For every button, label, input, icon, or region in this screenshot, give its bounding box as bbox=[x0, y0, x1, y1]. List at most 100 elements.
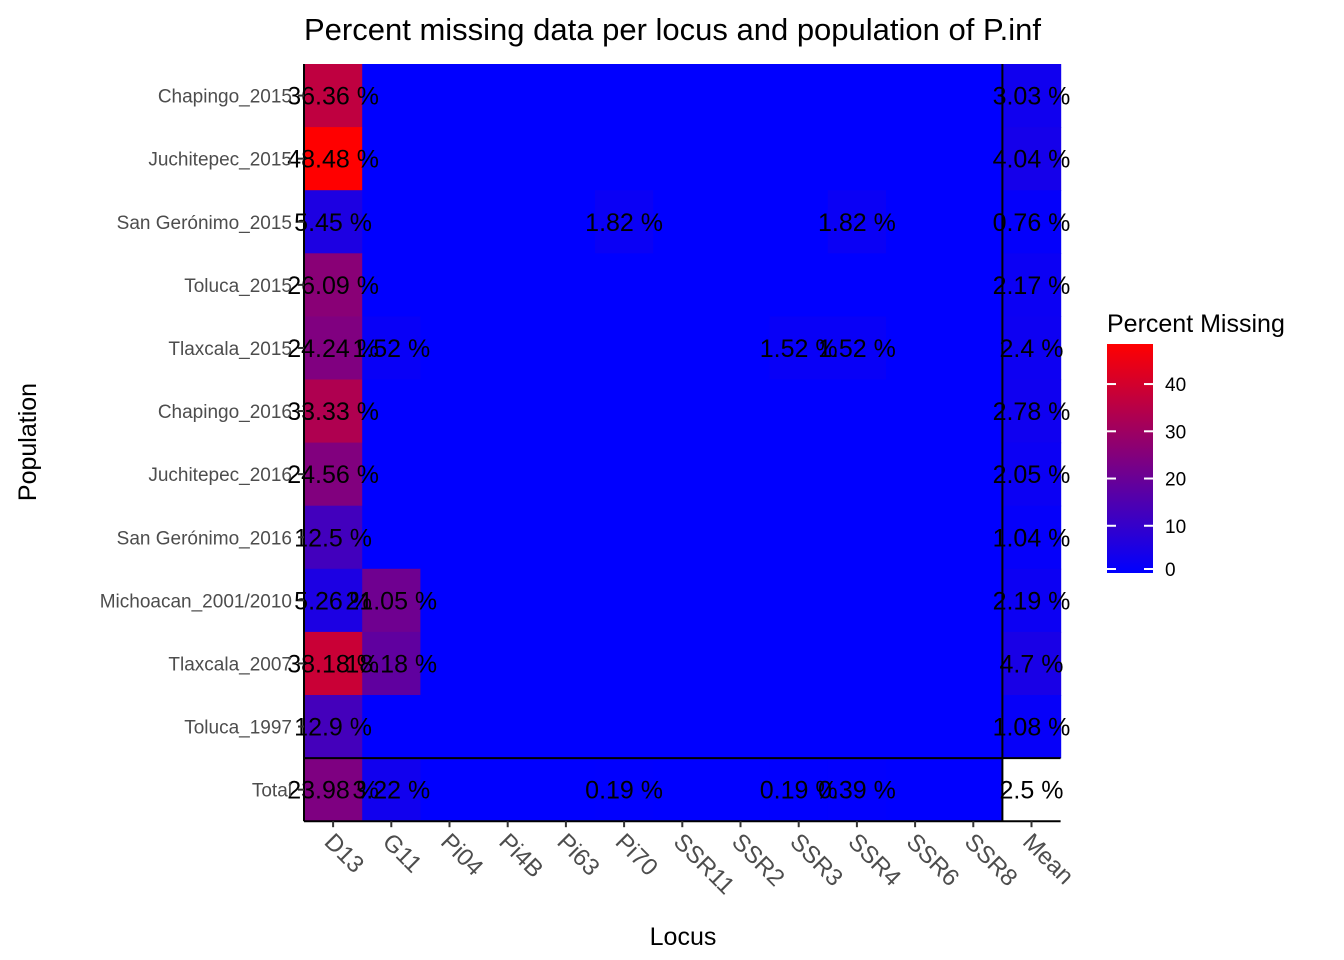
heatmap-cell bbox=[304, 127, 363, 191]
heatmap-cell bbox=[653, 568, 712, 633]
heatmap-cell bbox=[769, 190, 829, 254]
heatmap-cell bbox=[944, 64, 1003, 128]
heatmap-cell bbox=[478, 64, 538, 128]
heatmap-cell bbox=[304, 379, 363, 444]
heatmap-cell bbox=[827, 253, 887, 317]
heatmap-cell bbox=[827, 379, 887, 444]
heatmap-cell bbox=[536, 758, 596, 822]
heatmap-cell bbox=[886, 568, 945, 633]
heatmap-cell bbox=[769, 758, 829, 822]
x-tick-label: D13 bbox=[319, 828, 369, 878]
heatmap-cell bbox=[827, 758, 887, 822]
heatmap-cell bbox=[1002, 695, 1062, 759]
heatmap-cell bbox=[420, 190, 480, 254]
x-tick-label: SSR8 bbox=[959, 828, 1022, 891]
y-tick-label: Juchitepec_2015 bbox=[148, 150, 292, 171]
x-tick-label: Pi4B bbox=[493, 828, 548, 883]
heatmap-cell bbox=[886, 631, 945, 696]
heatmap-cell bbox=[478, 442, 538, 507]
heatmap-cell bbox=[1002, 631, 1062, 696]
heatmap-cell bbox=[1002, 127, 1062, 191]
x-tick-label: SSR11 bbox=[668, 828, 740, 900]
heatmap-cell bbox=[769, 695, 829, 759]
heatmap-cell bbox=[536, 505, 596, 570]
x-tick-label: Mean bbox=[1017, 828, 1079, 890]
heatmap-cell bbox=[304, 190, 363, 254]
heatmap-cell bbox=[653, 505, 712, 570]
heatmap-cell bbox=[536, 379, 596, 444]
y-tick-label: Toluca_2015 bbox=[184, 276, 292, 297]
heatmap-cell bbox=[478, 253, 538, 317]
heatmap-cell bbox=[420, 127, 480, 191]
cell-value-label: 2.5 % bbox=[1000, 777, 1064, 805]
heatmap-cell bbox=[304, 442, 363, 507]
heatmap-cell bbox=[944, 568, 1003, 633]
cell-value-label: 4.7 % bbox=[1000, 650, 1064, 678]
heatmap-cell bbox=[420, 631, 480, 696]
heatmap-cell bbox=[769, 442, 829, 507]
cell-value-label: 1.52 % bbox=[818, 335, 896, 363]
heatmap-cell bbox=[362, 631, 421, 696]
heatmap-cell bbox=[653, 64, 712, 128]
heatmap-cell bbox=[769, 127, 829, 191]
chart-title: Percent missing data per locus and popul… bbox=[304, 12, 1041, 47]
heatmap-cell bbox=[711, 379, 771, 444]
legend-title: Percent Missing bbox=[1107, 310, 1285, 338]
x-axis-ticks: D13 G11 Pi04 Pi4B Pi63 Pi70 SSR11SSR2SSR3SSR4S… bbox=[319, 821, 1079, 900]
heatmap-cell bbox=[1002, 568, 1062, 633]
heatmap-cell bbox=[944, 505, 1003, 570]
heatmap-cell-labels: 36.36 % 3.03 %48.48 % 4.04 %5.45 % 1.82 % 1.… bbox=[287, 83, 1070, 805]
x-tick-label: SSR3 bbox=[784, 828, 847, 891]
heatmap-cell bbox=[304, 568, 363, 633]
heatmap-cell bbox=[478, 190, 538, 254]
heatmap-cell bbox=[711, 695, 771, 759]
heatmap-cell bbox=[944, 127, 1003, 191]
heatmap-cell bbox=[1002, 442, 1062, 507]
cell-value-label: 2.05 % bbox=[993, 461, 1071, 489]
heatmap-cell bbox=[536, 631, 596, 696]
cell-value-label: 0.19 % bbox=[760, 777, 838, 805]
cell-value-label: 5.45 % bbox=[294, 209, 372, 237]
heatmap-cell bbox=[595, 379, 654, 444]
y-axis-title: Population bbox=[14, 383, 42, 501]
heatmap-cell bbox=[886, 758, 945, 822]
heatmap-cell bbox=[653, 631, 712, 696]
cell-value-label: 1.82 % bbox=[818, 209, 896, 237]
heatmap-cell bbox=[478, 379, 538, 444]
heatmap-cell bbox=[711, 505, 771, 570]
heatmap-cell bbox=[362, 316, 421, 381]
heatmap-cell bbox=[886, 253, 945, 317]
heatmap-cell bbox=[595, 316, 654, 381]
heatmap-cell bbox=[769, 253, 829, 317]
x-axis-title: Locus bbox=[650, 923, 717, 951]
heatmap-cell bbox=[944, 379, 1003, 444]
cell-value-label: 3.03 % bbox=[993, 83, 1071, 111]
y-tick-label: Toluca_1997 bbox=[184, 718, 292, 739]
heatmap-cell bbox=[827, 695, 887, 759]
heatmap-cell bbox=[595, 127, 654, 191]
heatmap-cell bbox=[769, 64, 829, 128]
heatmap-cell bbox=[769, 505, 829, 570]
cell-value-label: 5.26 % bbox=[294, 587, 372, 615]
heatmap-cell bbox=[711, 758, 771, 822]
heatmap-cell bbox=[1002, 758, 1062, 822]
cell-value-label: 4.04 % bbox=[993, 146, 1071, 174]
heatmap-cell bbox=[304, 758, 363, 822]
legend-tick-label: 40 bbox=[1165, 375, 1186, 396]
heatmap-cell bbox=[536, 695, 596, 759]
y-tick-label: Chapingo_2016 bbox=[158, 402, 292, 423]
heatmap-cell bbox=[944, 631, 1003, 696]
heatmap-cell bbox=[769, 316, 829, 381]
heatmap-cell bbox=[769, 379, 829, 444]
heatmap-cell bbox=[595, 442, 654, 507]
heatmap-cell bbox=[536, 64, 596, 128]
legend-tick-label: 0 bbox=[1165, 560, 1176, 581]
cell-value-label: 3.22 % bbox=[352, 777, 430, 805]
heatmap-cell bbox=[944, 316, 1003, 381]
heatmap-cells bbox=[304, 64, 1062, 822]
heatmap-cell bbox=[420, 253, 480, 317]
heatmap-cell bbox=[420, 568, 480, 633]
heatmap-cell bbox=[711, 631, 771, 696]
y-tick-label: Chapingo_2015 bbox=[158, 87, 292, 108]
heatmap-cell bbox=[420, 64, 480, 128]
